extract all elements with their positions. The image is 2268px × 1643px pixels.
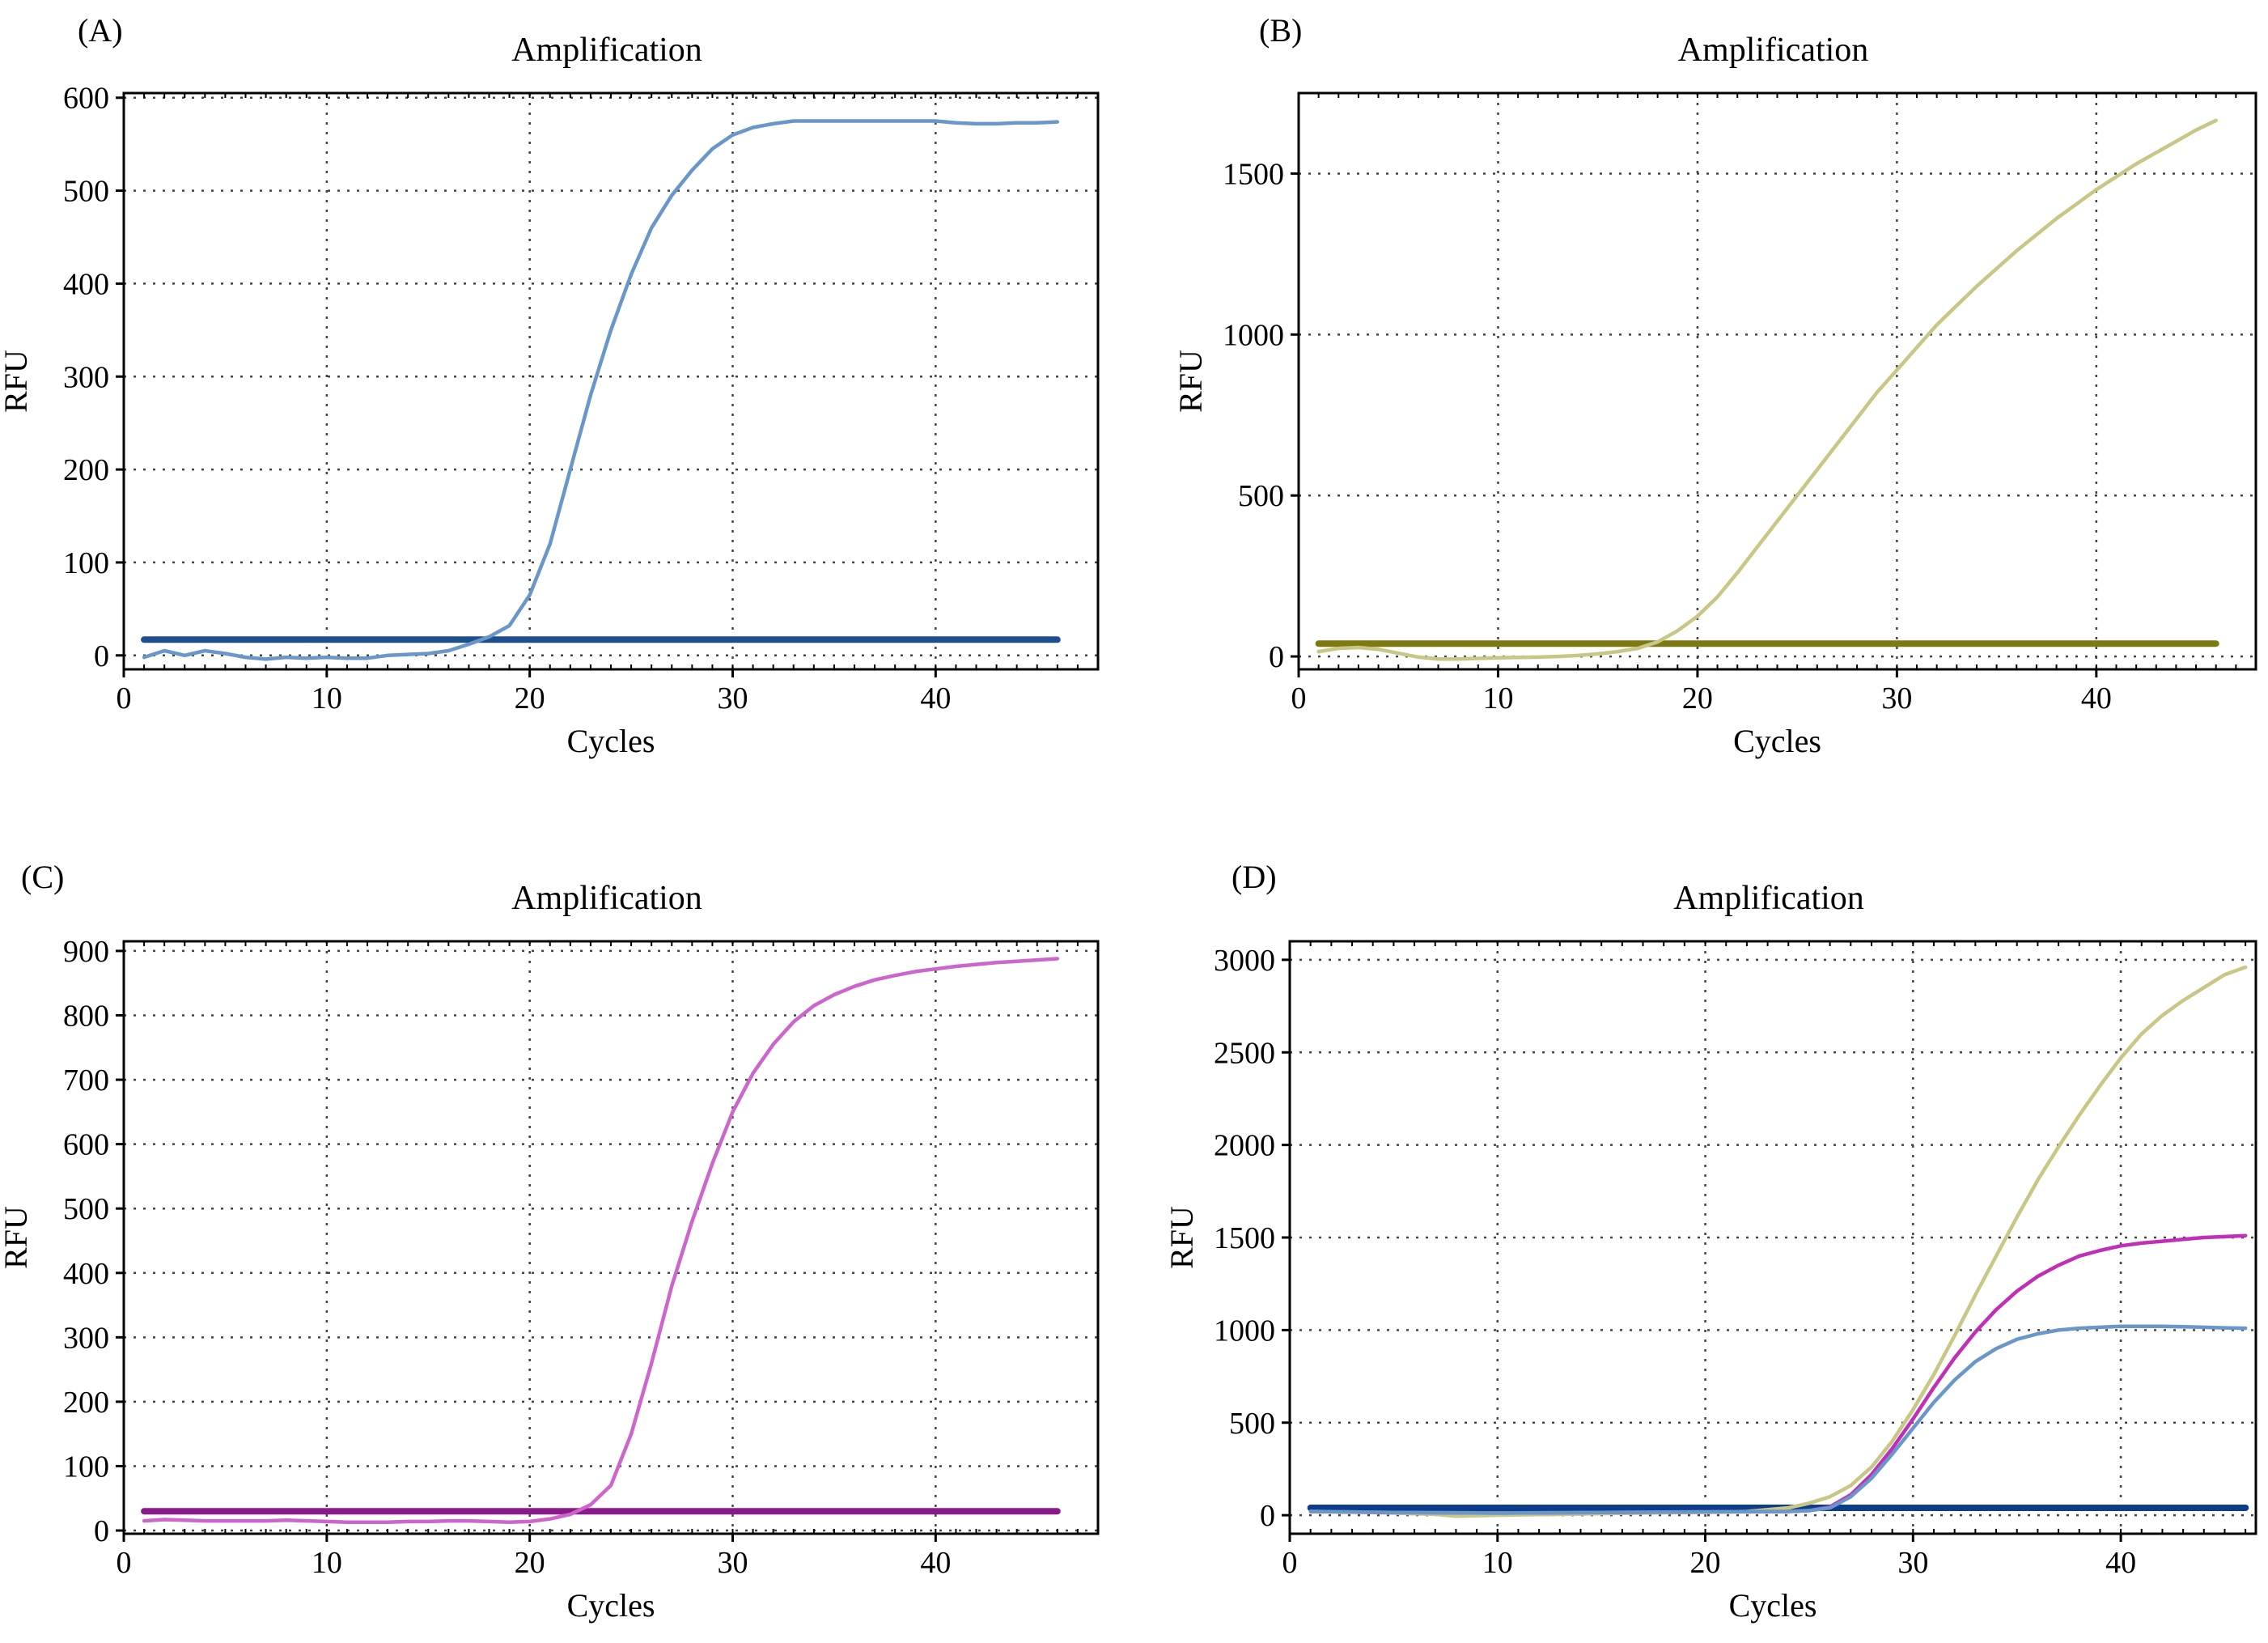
y-tick-label: 0 — [1260, 1499, 1275, 1533]
y-tick-label: 100 — [63, 546, 109, 580]
panel-label: (C) — [21, 859, 65, 895]
y-tick-label: 500 — [1229, 1407, 1275, 1441]
y-tick-label: 3000 — [1214, 944, 1275, 978]
x-tick-label: 20 — [515, 1546, 545, 1580]
x-tick-label: 10 — [312, 1546, 342, 1580]
y-tick-label: 100 — [63, 1450, 109, 1484]
y-tick-label: 2500 — [1214, 1036, 1275, 1070]
panel-label: (D) — [1232, 859, 1277, 895]
y-tick-label: 500 — [63, 175, 109, 209]
y-tick-label: 1500 — [1214, 1221, 1275, 1255]
y-tick-label: 2000 — [1214, 1129, 1275, 1163]
x-tick-label: 0 — [1282, 1546, 1298, 1580]
chart-title: Amplification — [511, 32, 702, 69]
y-tick-label: 700 — [63, 1063, 109, 1097]
amplification-curve-sample — [142, 957, 1060, 1524]
y-tick-label: 300 — [63, 360, 109, 394]
y-axis-label: RFU — [0, 1206, 34, 1269]
x-tick-label: 10 — [312, 681, 342, 715]
x-tick-label: 40 — [2105, 1546, 2136, 1580]
x-tick-label: 30 — [1897, 1546, 1928, 1580]
x-tick-label: 20 — [1690, 1546, 1721, 1580]
y-tick-label: 400 — [63, 267, 109, 301]
x-tick-label: 0 — [117, 681, 132, 715]
panel-c: (C) Amplification 0 10 20 30 40 0 100 200 300 400 5… — [0, 822, 1133, 1643]
panel-label: (A) — [78, 12, 123, 49]
y-tick-label: 1000 — [1223, 318, 1284, 352]
chart-title: Amplification — [1678, 32, 1869, 69]
y-axis-label: RFU — [0, 350, 34, 413]
x-tick-label: 40 — [2081, 681, 2112, 715]
x-tick-label: 30 — [718, 1546, 748, 1580]
y-tick-label: 600 — [63, 82, 109, 116]
y-tick-label: 1000 — [1214, 1314, 1275, 1348]
y-tick-label: 400 — [63, 1257, 109, 1291]
plot-frame — [122, 940, 1100, 1535]
y-tick-label: 0 — [1269, 640, 1284, 674]
y-tick-label: 600 — [63, 1128, 109, 1162]
x-axis-label: Cycles — [1729, 1587, 1817, 1624]
amplification-curve-sample — [1316, 118, 2218, 661]
x-axis-label: Cycles — [1733, 723, 1821, 759]
x-tick-label: 40 — [920, 1546, 951, 1580]
y-tick-label: 0 — [94, 639, 109, 673]
plot-frame — [1288, 940, 2257, 1535]
x-tick-label: 20 — [515, 681, 545, 715]
amplification-curve-sample — [142, 119, 1060, 661]
y-tick-label: 500 — [1238, 479, 1284, 513]
amplification-chart-d: Amplification 0 10 20 30 40 0 500 1000 1500 2000 25… — [1164, 880, 2257, 1624]
plot-frame — [122, 91, 1100, 671]
x-axis-label: Cycles — [567, 1587, 655, 1624]
amplification-curve-olive — [1308, 965, 2248, 1518]
x-tick-label: 20 — [1682, 681, 1713, 715]
x-tick-label: 30 — [718, 681, 748, 715]
chart-title: Amplification — [1673, 880, 1864, 917]
x-tick-label: 40 — [920, 681, 951, 715]
y-axis-label: RFU — [1172, 350, 1209, 413]
x-tick-label: 10 — [1482, 1546, 1513, 1580]
y-tick-label: 200 — [63, 453, 109, 487]
y-tick-label: 900 — [63, 935, 109, 969]
panel-b: (B) Amplification 0 10 20 30 40 0 500 1000 1500 Cy… — [1133, 0, 2266, 822]
x-tick-label: 30 — [1881, 681, 1912, 715]
y-axis-label: RFU — [1164, 1206, 1200, 1269]
chart-title: Amplification — [511, 880, 702, 917]
amplification-chart-b: Amplification 0 10 20 30 40 0 500 1000 1500 Cycles… — [1172, 32, 2257, 759]
y-tick-label: 800 — [63, 1000, 109, 1034]
x-tick-label: 0 — [117, 1546, 132, 1580]
amplification-curve-magenta — [1308, 1233, 2248, 1515]
y-tick-label: 300 — [63, 1321, 109, 1355]
x-axis-label: Cycles — [567, 723, 655, 759]
x-tick-label: 0 — [1291, 681, 1307, 715]
amplification-curve-blue — [1308, 1324, 2248, 1515]
y-tick-label: 500 — [63, 1192, 109, 1226]
panel-a: (A) Amplification 0 10 20 30 40 0 100 200 300 400 5… — [0, 0, 1133, 822]
panel-d: (D) Amplification 0 10 20 30 40 0 500 1000 1500 20… — [1133, 822, 2266, 1643]
y-tick-label: 1500 — [1223, 157, 1284, 191]
y-tick-label: 0 — [94, 1514, 109, 1548]
panel-label: (B) — [1259, 12, 1303, 49]
y-tick-label: 200 — [63, 1386, 109, 1420]
plot-frame — [1297, 91, 2257, 671]
x-tick-label: 10 — [1482, 681, 1513, 715]
